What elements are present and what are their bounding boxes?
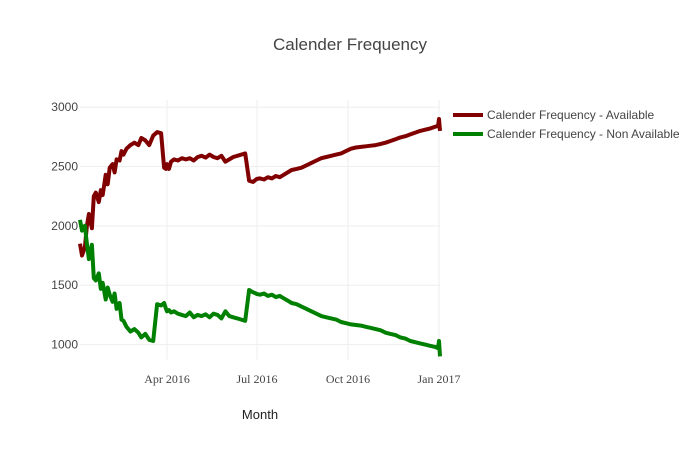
y-tick-label: 1000 xyxy=(51,338,78,352)
series-line-1 xyxy=(78,117,442,258)
legend-label: Calender Frequency - Available xyxy=(487,108,655,122)
x-axis-title: Month xyxy=(242,407,278,422)
y-tick-label: 2000 xyxy=(51,219,78,233)
x-tick-label: Jul 2016 xyxy=(237,372,278,386)
series-line-2 xyxy=(78,219,442,357)
legend-item-2[interactable]: Calender Frequency - Non Available xyxy=(453,127,680,141)
legend-item-1[interactable]: Calender Frequency - Available xyxy=(453,108,655,122)
y-tick-label: 3000 xyxy=(51,100,78,114)
x-tick-label: Oct 2016 xyxy=(326,372,370,386)
y-tick-label: 2500 xyxy=(51,159,78,173)
chart-title: Calender Frequency xyxy=(273,35,428,54)
legend-label: Calender Frequency - Non Available xyxy=(487,127,680,141)
x-tick-label: Jan 2017 xyxy=(418,372,461,386)
x-tick-label: Apr 2016 xyxy=(144,372,190,386)
y-tick-label: 1500 xyxy=(51,278,78,292)
